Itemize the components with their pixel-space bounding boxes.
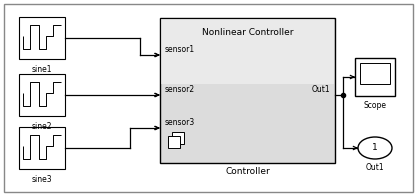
Text: sensor2: sensor2 — [165, 85, 195, 94]
Text: sensor3: sensor3 — [165, 118, 195, 127]
Bar — [360, 63, 390, 84]
Ellipse shape — [358, 137, 392, 159]
Text: sine1: sine1 — [32, 65, 52, 74]
Bar — [19, 17, 65, 59]
Bar — [161, 19, 334, 84]
Bar — [19, 127, 65, 169]
Text: 1: 1 — [372, 143, 378, 152]
Bar — [172, 132, 184, 144]
Text: Out1: Out1 — [311, 85, 330, 94]
Text: Nonlinear Controller: Nonlinear Controller — [202, 28, 293, 37]
Bar — [168, 136, 180, 148]
Text: sensor1: sensor1 — [165, 45, 195, 54]
Bar — [355, 58, 395, 96]
Text: Scope: Scope — [364, 101, 387, 110]
Text: Controller: Controller — [225, 167, 270, 176]
Text: sine2: sine2 — [32, 122, 52, 131]
Bar — [19, 74, 65, 116]
Text: sine3: sine3 — [32, 175, 52, 184]
Bar — [160, 18, 335, 163]
Text: Out1: Out1 — [366, 163, 384, 172]
